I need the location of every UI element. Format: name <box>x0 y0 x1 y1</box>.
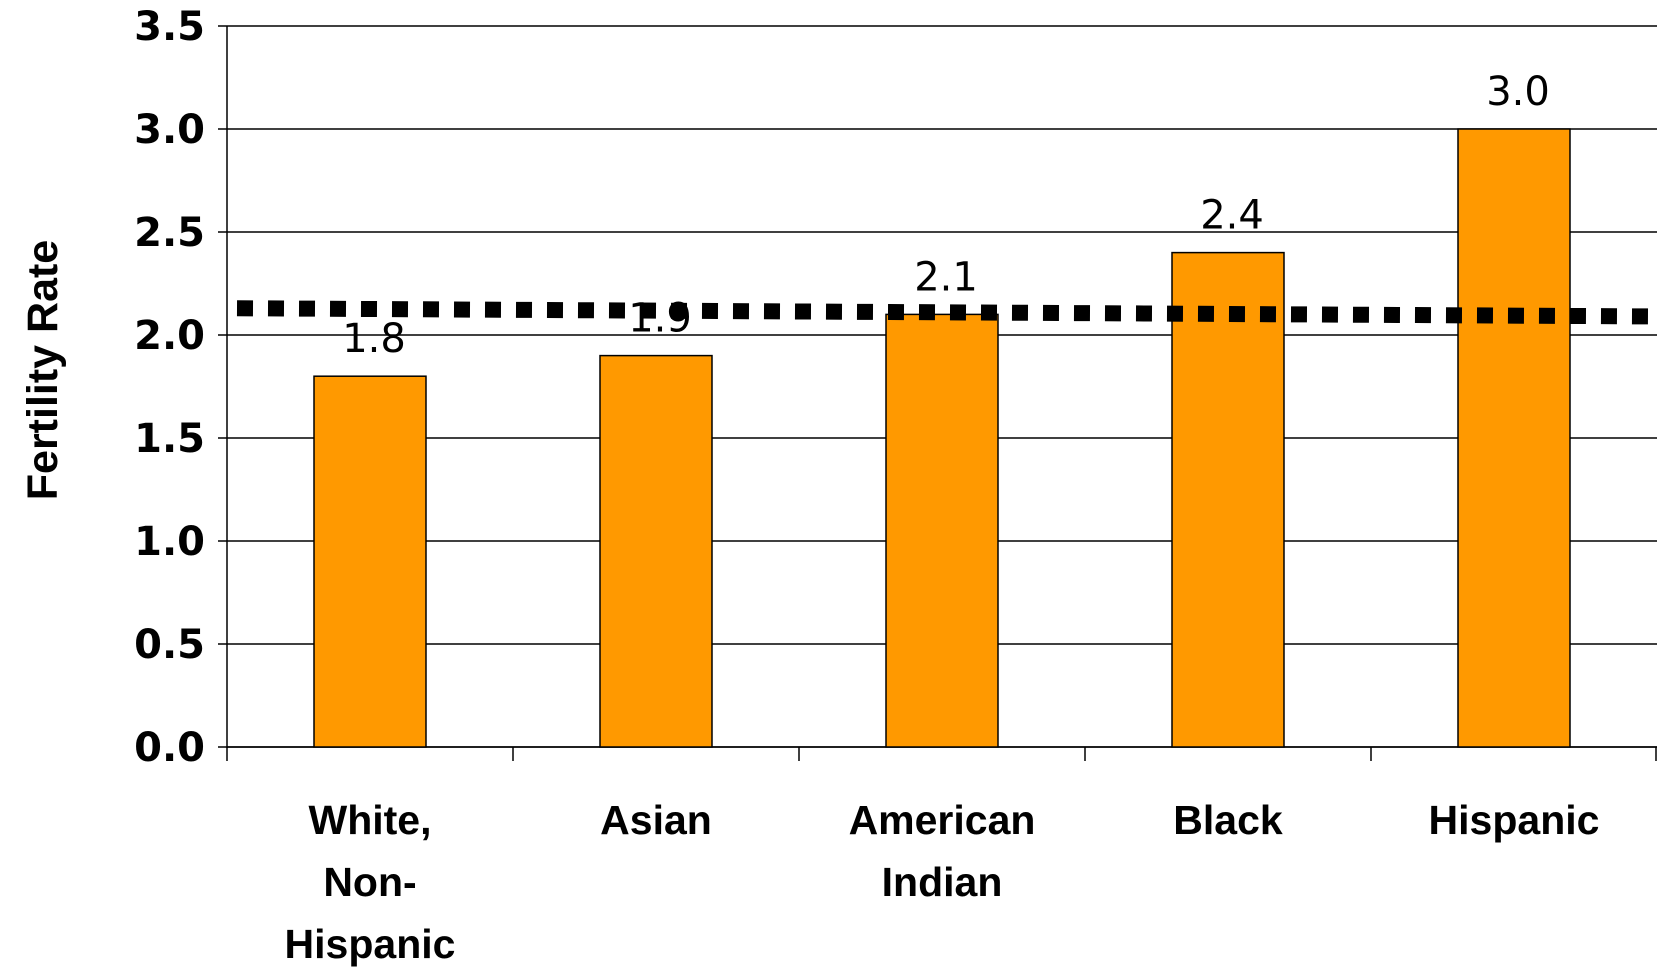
y-tick-label: 0.5 <box>134 622 205 668</box>
y-tick-label: 2.5 <box>134 210 205 256</box>
y-axis-title: Fertility Rate <box>19 240 67 500</box>
bar <box>1457 128 1571 748</box>
labels: 0.0 0.5 1.0 1.5 2.0 2.5 3.0 3.5 1.8 White, Non- His… <box>134 4 1599 967</box>
x-category-label: American <box>849 797 1036 843</box>
y-tick-label: 3.0 <box>134 107 205 153</box>
y-tick-label: 1.0 <box>134 519 205 565</box>
x-category-label: Non- <box>323 859 416 905</box>
bar <box>313 375 427 748</box>
reference-line-dotted <box>236 300 1657 325</box>
bars <box>313 128 1571 748</box>
x-category-label: White, <box>309 797 432 843</box>
bar <box>885 313 999 748</box>
x-category-label: Hispanic <box>1429 797 1600 843</box>
y-tick-label: 1.5 <box>134 416 205 462</box>
data-label: 2.4 <box>1200 193 1264 239</box>
bar <box>599 354 713 748</box>
y-tick-label: 3.5 <box>134 4 205 50</box>
x-category-label: Hispanic <box>285 921 456 967</box>
x-category-label: Black <box>1173 797 1283 843</box>
x-category-label: Indian <box>882 859 1003 905</box>
data-label: 3.0 <box>1486 69 1550 115</box>
reference-line <box>236 300 1657 325</box>
bar <box>1171 251 1285 748</box>
data-label: 1.9 <box>628 296 692 342</box>
data-label: 1.8 <box>342 316 406 362</box>
data-label: 2.1 <box>914 254 978 300</box>
x-category-label: Asian <box>600 797 712 843</box>
y-tick-label: 2.0 <box>134 313 205 359</box>
y-tick-label: 0.0 <box>134 725 205 771</box>
